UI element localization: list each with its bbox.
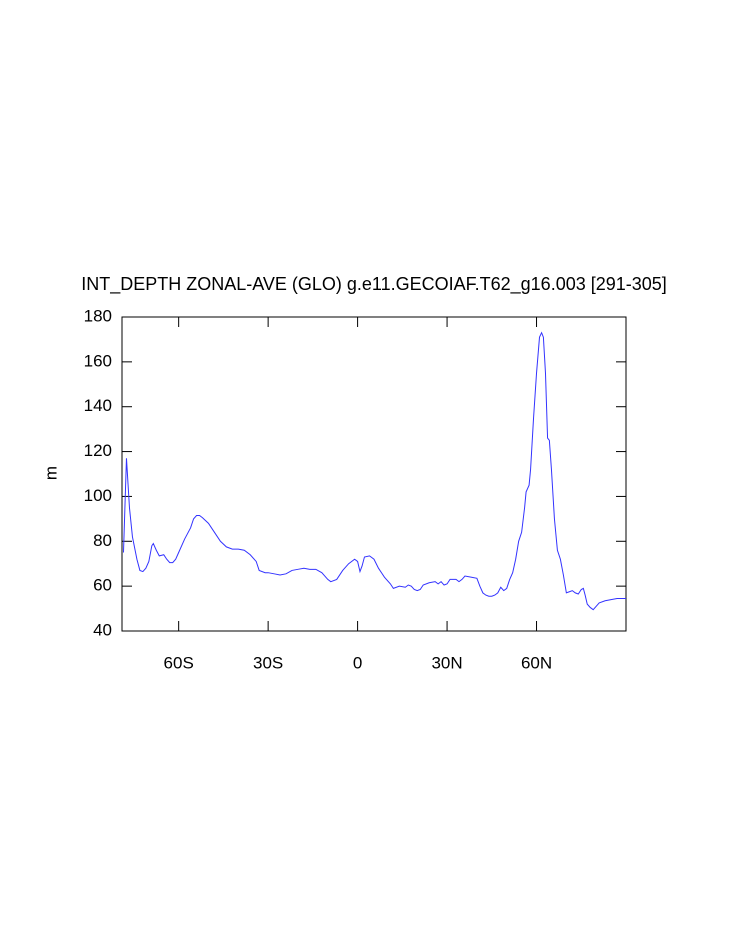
x-tick-label: 30S	[253, 653, 283, 672]
y-tick-label: 180	[84, 306, 112, 325]
data-line	[122, 331, 626, 611]
chart-title: INT_DEPTH ZONAL-AVE (GLO) g.e11.GECOIAF.…	[81, 274, 667, 295]
x-tick-label: 30N	[431, 653, 462, 672]
y-tick-label: 40	[93, 620, 112, 639]
y-tick-label: 80	[93, 531, 112, 550]
x-tick-label: 0	[353, 653, 362, 672]
y-tick-label: 160	[84, 351, 112, 370]
y-tick-label: 140	[84, 396, 112, 415]
x-tick-label: 60S	[164, 653, 194, 672]
x-tick-label: 60N	[521, 653, 552, 672]
plot-frame	[121, 316, 627, 632]
y-tick-label: 60	[93, 576, 112, 595]
y-tick-label: 100	[84, 486, 112, 505]
y-axis-label: m	[41, 466, 60, 480]
y-tick-label: 120	[84, 441, 112, 460]
